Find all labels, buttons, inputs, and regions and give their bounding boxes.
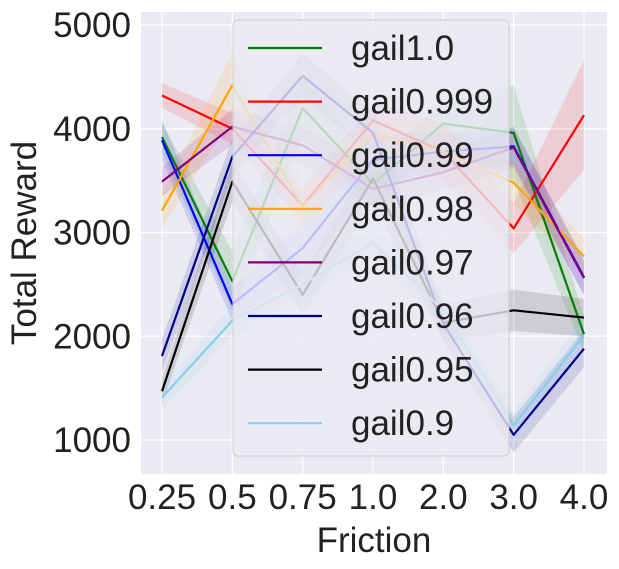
y-tick-label: 4000 bbox=[53, 110, 131, 149]
x-tick-label: 1.0 bbox=[349, 478, 398, 517]
legend-label-gail0.97: gail0.97 bbox=[351, 243, 474, 282]
legend-label-gail0.95: gail0.95 bbox=[351, 351, 474, 390]
legend-box bbox=[232, 19, 510, 457]
x-tick-labels: 0.25 0.5 0.75 1.0 2.0 3.0 4.0 bbox=[128, 478, 608, 517]
legend-label-gail0.9: gail0.9 bbox=[351, 404, 454, 443]
y-tick-label: 1000 bbox=[53, 421, 131, 460]
legend: gail1.0 gail0.999 gail0.99 gail0.98 gail0.97… bbox=[232, 19, 510, 457]
x-tick-label: 0.25 bbox=[128, 478, 196, 517]
x-axis-label: Friction bbox=[317, 521, 432, 560]
y-tick-label: 3000 bbox=[53, 214, 131, 253]
y-tick-label: 2000 bbox=[53, 317, 131, 356]
x-tick-label: 0.5 bbox=[208, 478, 257, 517]
y-axis-label: Total Reward bbox=[5, 141, 44, 345]
x-tick-label: 2.0 bbox=[419, 478, 468, 517]
legend-label-gail0.98: gail0.98 bbox=[351, 190, 474, 229]
legend-label-gail0.999: gail0.999 bbox=[351, 83, 493, 122]
y-tick-labels: 1000 2000 3000 4000 5000 bbox=[53, 6, 131, 460]
legend-label-gail0.99: gail0.99 bbox=[351, 136, 474, 175]
x-tick-label: 0.75 bbox=[269, 478, 337, 517]
y-tick-label: 5000 bbox=[53, 6, 131, 45]
x-tick-label: 4.0 bbox=[560, 478, 609, 517]
legend-label-gail1.0: gail1.0 bbox=[351, 29, 454, 68]
legend-label-gail0.96: gail0.96 bbox=[351, 297, 474, 336]
x-tick-label: 3.0 bbox=[489, 478, 538, 517]
